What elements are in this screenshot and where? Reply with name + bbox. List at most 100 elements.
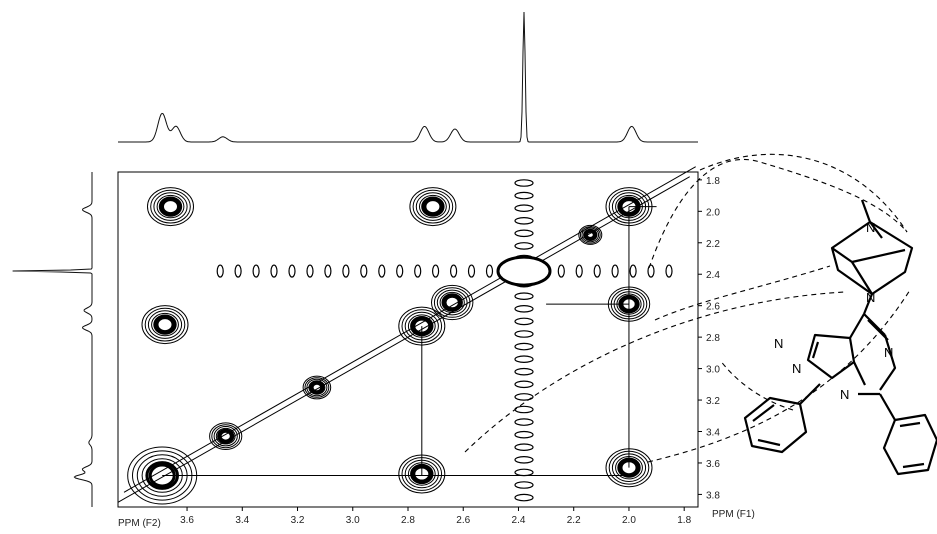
streak-contour [360,264,368,278]
streak-contour [514,292,534,301]
streak-contour [514,481,534,489]
contour-ring [583,228,598,241]
assignment-arc [464,291,846,453]
contour-ring [147,310,183,339]
phenyl-inner-bond [752,404,781,447]
f2-tick-label: 2.0 [622,515,636,526]
cross-peak [147,187,194,227]
streak-contour [647,264,655,278]
streak-contour [306,264,314,278]
contour-ring [153,192,188,221]
atom-label: N [774,336,783,351]
f1-tick-label: 3.0 [706,365,720,376]
contour-ring [433,287,471,318]
streak-contour [514,380,534,389]
streak-contour [514,493,534,502]
streak-contour [378,264,386,278]
f2-tick-label: 3.4 [235,515,249,526]
contour-ring [211,424,241,449]
streak-contour [467,264,476,278]
contour-ring [439,291,465,314]
f2-tick-label: 3.2 [291,515,305,526]
streak-contour [514,229,534,238]
cage-bond [860,199,872,223]
f2-tick-label: 2.8 [401,515,415,526]
contour-ring [302,375,332,400]
diagonal-ridge [123,166,696,493]
streak-contour [514,455,534,464]
f1-tick-label: 2.8 [706,333,720,344]
streak-contour [414,264,422,278]
contour-ring [141,305,189,345]
phenyl-bond [799,383,821,405]
streak-contour [514,217,534,225]
contour-ring [151,312,179,337]
streak-contour [557,264,565,278]
f2-tick-label: 1.8 [677,515,691,526]
f1-tick-label: 2.2 [706,239,720,250]
contour-ring [153,314,177,335]
contour-ring [409,187,457,227]
f1-tick-label: 2.6 [706,302,720,313]
peak-core [423,198,443,216]
streak-contour [593,264,601,278]
atom-label: N [866,290,875,305]
streak-contour [514,355,534,364]
f2-tick-label: 2.4 [512,515,526,526]
streak-contour [514,204,534,213]
atom-label: N [792,361,801,376]
peak-core [584,229,596,240]
cage-bond [862,293,874,315]
streak-contour [450,264,458,278]
streak-contour [514,367,534,376]
peak-core [443,294,461,311]
phenyl-ring [743,396,808,454]
diagonal-ridge [117,176,690,503]
contour-ring [213,426,238,447]
contour-ring [436,289,468,316]
streak-contour [396,264,404,278]
assignment-arc [648,158,908,269]
phenyl-inner-bond [899,421,925,469]
streak-contour [514,304,534,313]
assignment-arc [654,265,831,321]
amidine-bond [849,313,886,339]
contour-ring [304,377,330,398]
f1-projection-spectrum [12,172,93,507]
chemical-structure [743,199,937,476]
streak-layer [117,166,696,503]
spectrum-plot-frame [117,171,699,508]
contour-ring [581,227,600,243]
f1-tick-label: 3.4 [706,428,720,439]
streak-contour [514,430,534,439]
contour-ring [412,189,454,224]
correlation-lines [162,206,657,477]
peak-core [310,381,324,394]
axis-ticks: 3.6 3.4 3.2 3.0 2.8 2.6 2.4 2.2 2.0 1.8 1.8 2.0 2.2 2… [180,176,720,526]
f1-tick-label: 2.0 [706,207,720,218]
atom-label: N [866,220,875,235]
contour-ring [209,422,243,451]
contour-layer [127,187,653,505]
chain-bond [853,361,866,386]
streak-contour [514,242,534,250]
streak-contour [485,264,494,278]
contour-ring [421,196,445,217]
f1-tick-label: 3.8 [706,490,720,501]
contour-ring [306,378,328,397]
atom-label: N [884,345,893,360]
contour-ring [144,307,186,342]
f2-axis-title: PPM (F2) [118,518,161,529]
contour-ring [156,194,185,219]
streak-contour [432,264,440,278]
streak-contour [288,264,296,278]
streak-contour [514,342,534,351]
phenyl-bond [879,393,896,421]
f1-axis-title: PPM (F1) [712,509,755,520]
contour-ring [431,284,474,321]
streak-contour [324,264,332,278]
solvent-peak [496,255,552,287]
streak-contour [514,393,534,401]
streak-contour [514,191,534,200]
